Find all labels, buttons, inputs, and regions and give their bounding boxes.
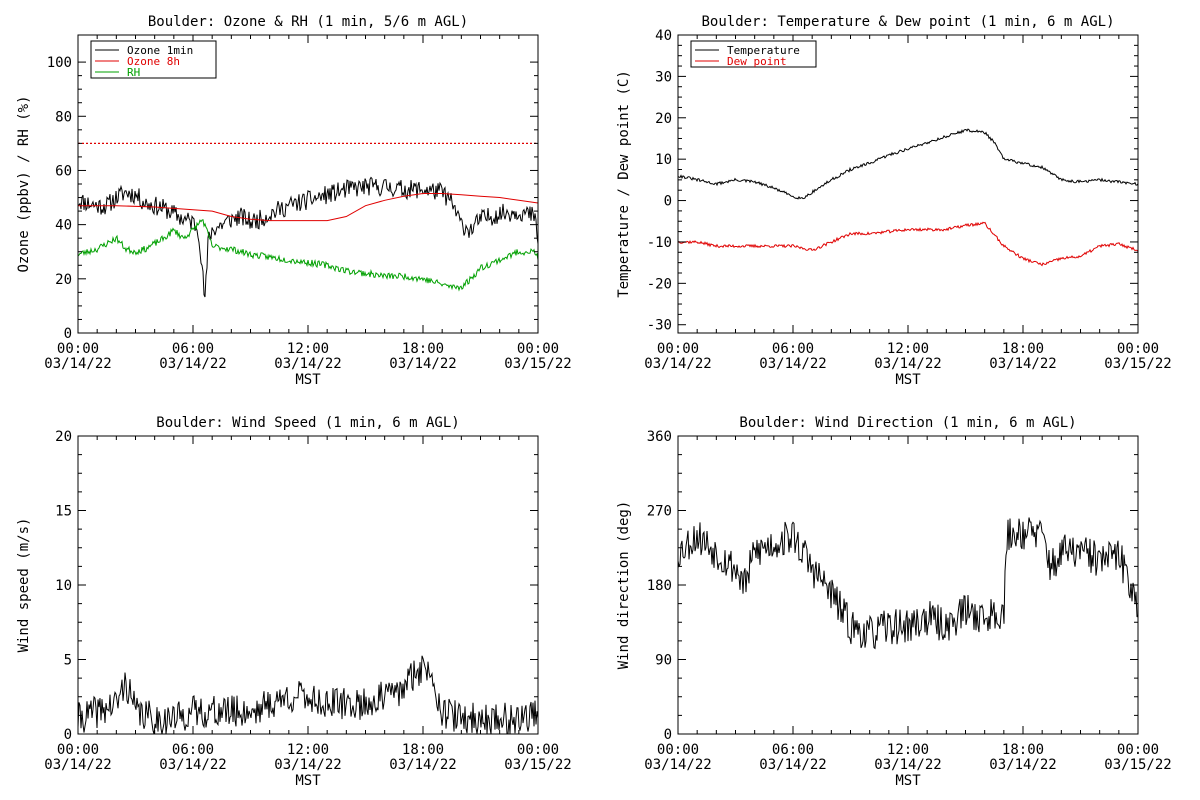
x-axis-label: MST [895, 773, 921, 789]
y-axis-label: Wind direction (deg) [616, 501, 632, 670]
x-tick-date-label: 03/14/22 [159, 356, 226, 372]
x-tick-date-label: 03/14/22 [989, 757, 1056, 773]
x-tick-time-label: 06:00 [172, 742, 214, 758]
y-tick-label: -20 [647, 276, 672, 292]
y-tick-label: 60 [55, 163, 72, 179]
chart-title: Boulder: Wind Speed (1 min, 6 m AGL) [156, 415, 459, 431]
y-tick-label: -10 [647, 235, 672, 251]
x-tick-date-label: 03/14/22 [274, 356, 341, 372]
x-tick-time-label: 00:00 [1117, 742, 1159, 758]
x-tick-time-label: 18:00 [402, 341, 444, 357]
y-tick-label: 90 [655, 653, 672, 669]
series-line-3-1 [77, 655, 539, 735]
x-tick-time-label: 00:00 [517, 742, 559, 758]
chart-panel-3: 0510152000:0003/14/2206:0003/14/2212:000… [16, 415, 572, 789]
x-tick-time-label: 06:00 [772, 341, 814, 357]
y-axis-label: Temperature / Dew point (C) [616, 70, 632, 298]
x-axis-label: MST [295, 372, 321, 388]
y-tick-label: 100 [47, 55, 72, 71]
x-tick-date-label: 03/14/22 [389, 356, 456, 372]
legend-label: Temperature [727, 44, 800, 57]
series-line-2-2 [677, 221, 1139, 267]
y-tick-label: 40 [55, 218, 72, 234]
x-tick-time-label: 12:00 [287, 341, 329, 357]
legend-box [690, 40, 817, 68]
x-tick-date-label: 03/15/22 [1104, 356, 1171, 372]
x-tick-time-label: 18:00 [1002, 742, 1044, 758]
y-tick-label: 5 [64, 653, 72, 669]
y-tick-label: 20 [55, 429, 72, 445]
legend-label: Ozone 1min [127, 44, 193, 57]
x-tick-date-label: 03/15/22 [1104, 757, 1171, 773]
x-tick-date-label: 03/14/22 [874, 757, 941, 773]
y-axis-label: Ozone (ppbv) / RH (%) [16, 95, 32, 272]
x-tick-time-label: 12:00 [887, 742, 929, 758]
plot-frame [77, 435, 539, 735]
chart-panel-4: 09018027036000:0003/14/2206:0003/14/2212… [616, 415, 1172, 789]
y-tick-label: 360 [647, 429, 672, 445]
series-line-4-1 [677, 517, 1139, 650]
x-tick-time-label: 06:00 [772, 742, 814, 758]
series-line-1-1 [77, 176, 539, 298]
x-tick-time-label: 00:00 [1117, 341, 1159, 357]
y-tick-label: 15 [55, 504, 72, 520]
series-line-2-1 [677, 128, 1139, 200]
x-tick-date-label: 03/14/22 [389, 757, 456, 773]
x-tick-time-label: 18:00 [402, 742, 444, 758]
x-tick-date-label: 03/14/22 [44, 356, 111, 372]
x-tick-date-label: 03/14/22 [644, 356, 711, 372]
x-tick-time-label: 00:00 [517, 341, 559, 357]
y-tick-label: 10 [655, 152, 672, 168]
x-tick-date-label: 03/14/22 [644, 757, 711, 773]
plot-frame [677, 34, 1139, 334]
x-tick-date-label: 03/14/22 [874, 356, 941, 372]
plot-frame [677, 435, 1139, 735]
x-tick-date-label: 03/15/22 [504, 356, 571, 372]
chart-panel-1: 02040608010000:0003/14/2206:0003/14/2212… [16, 14, 572, 388]
y-tick-label: 40 [655, 28, 672, 44]
legend-label: RH [127, 66, 140, 79]
x-tick-time-label: 12:00 [287, 742, 329, 758]
y-tick-label: 270 [647, 504, 672, 520]
chart-panel-2: -30-20-1001020304000:0003/14/2206:0003/1… [616, 14, 1172, 388]
y-tick-label: -30 [647, 318, 672, 334]
chart-title: Boulder: Ozone & RH (1 min, 5/6 m AGL) [148, 14, 468, 30]
y-tick-label: 10 [55, 578, 72, 594]
chart-title: Boulder: Wind Direction (1 min, 6 m AGL) [739, 415, 1076, 431]
x-tick-time-label: 00:00 [57, 341, 99, 357]
x-tick-date-label: 03/15/22 [504, 757, 571, 773]
x-axis-label: MST [295, 773, 321, 789]
chart-title: Boulder: Temperature & Dew point (1 min,… [701, 14, 1114, 30]
x-tick-time-label: 00:00 [657, 341, 699, 357]
x-tick-time-label: 06:00 [172, 341, 214, 357]
x-tick-time-label: 12:00 [887, 341, 929, 357]
y-tick-label: 0 [64, 727, 72, 743]
y-tick-label: 0 [664, 727, 672, 743]
y-tick-label: 30 [655, 69, 672, 85]
x-tick-date-label: 03/14/22 [44, 757, 111, 773]
series-line-1-3 [77, 219, 539, 292]
y-tick-label: 20 [655, 111, 672, 127]
x-tick-date-label: 03/14/22 [159, 757, 226, 773]
x-tick-time-label: 18:00 [1002, 341, 1044, 357]
legend-label: Dew point [727, 55, 787, 68]
y-tick-label: 0 [64, 326, 72, 342]
y-tick-label: 80 [55, 109, 72, 125]
x-tick-time-label: 00:00 [57, 742, 99, 758]
y-axis-label: Wind speed (m/s) [16, 518, 32, 653]
x-tick-time-label: 00:00 [657, 742, 699, 758]
plot-frame [77, 34, 539, 334]
y-tick-label: 0 [664, 194, 672, 210]
y-tick-label: 20 [55, 272, 72, 288]
series-line-1-2 [78, 193, 539, 222]
x-axis-label: MST [895, 372, 921, 388]
x-tick-date-label: 03/14/22 [989, 356, 1056, 372]
y-tick-label: 180 [647, 578, 672, 594]
x-tick-date-label: 03/14/22 [759, 757, 826, 773]
legend-label: Ozone 8h [127, 55, 180, 68]
x-tick-date-label: 03/14/22 [759, 356, 826, 372]
x-tick-date-label: 03/14/22 [274, 757, 341, 773]
